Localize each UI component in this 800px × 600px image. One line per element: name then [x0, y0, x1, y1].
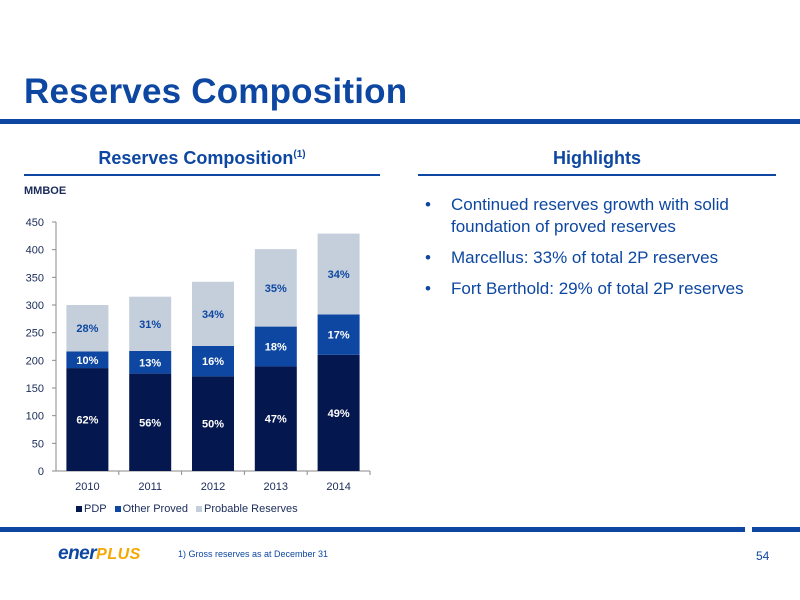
highlight-text: Fort Berthold: 29% of total 2P reserves [451, 279, 744, 298]
legend-label-probable: Probable Reserves [204, 503, 298, 515]
y-tick-label: 200 [26, 355, 44, 367]
bullet-dot: • [425, 195, 431, 214]
y-tick-label: 300 [26, 300, 44, 312]
bar-segment-pdp [129, 373, 172, 471]
logo-part-plus: PLUS [96, 546, 141, 563]
data-label-other-proved: 10% [76, 355, 98, 367]
enerplus-logo: enerPLUS [58, 543, 141, 565]
chart-legend: PDP Other Proved Probable Reserves [76, 503, 298, 515]
data-label-pdp: 47% [265, 414, 287, 426]
x-tick-label: 2014 [326, 481, 350, 493]
x-tick-label: 2013 [264, 481, 288, 493]
legend-label-pdp: PDP [84, 503, 107, 515]
y-tick-label: 350 [26, 272, 44, 284]
bullet-dot: • [425, 279, 431, 298]
bar-segment-probable [129, 296, 172, 351]
bar-segment-probable [66, 305, 109, 352]
data-label-probable: 34% [328, 269, 350, 281]
bar-segment-probable [254, 249, 297, 327]
bar-segment-other-proved [66, 351, 109, 369]
data-label-probable: 35% [265, 283, 287, 295]
data-label-pdp: 50% [202, 419, 224, 431]
highlight-item: • Continued reserves growth with solid fo… [425, 194, 775, 238]
bar-segment-probable [317, 233, 360, 315]
x-tick-label: 2010 [75, 481, 99, 493]
bar-segment-pdp [254, 366, 297, 471]
legend-swatch-pdp [76, 506, 82, 512]
y-tick-label: 400 [26, 245, 44, 257]
legend-item-other-proved: Other Proved [114, 503, 189, 515]
chart-heading-text: Reserves Composition [98, 148, 294, 168]
slide-title: Reserves Composition [24, 72, 408, 111]
legend-label-other-proved: Other Proved [122, 503, 189, 515]
x-tick-label: 2011 [138, 481, 162, 493]
data-label-other-proved: 13% [139, 357, 161, 369]
data-label-probable: 34% [202, 309, 224, 321]
y-tick-label: 0 [38, 466, 44, 478]
bar-segment-probable [192, 281, 234, 346]
chart-heading: Reserves Composition(1) [24, 148, 380, 169]
legend-swatch-probable [196, 506, 203, 512]
highlights-heading-underline [418, 174, 776, 176]
legend-item-pdp: PDP [76, 503, 107, 515]
bullet-dot: • [425, 248, 431, 267]
y-tick-label: 250 [26, 328, 44, 340]
chart-heading-footnote-ref: (1) [293, 149, 306, 160]
bar-segment-other-proved [192, 345, 234, 377]
data-label-pdp: 49% [328, 408, 350, 420]
reserves-stacked-bar-chart: 0 50 100 150 200 250 300 350 400 450 2010 2011 2012 2… [26, 217, 371, 493]
data-label-other-proved: 17% [328, 330, 350, 342]
title-divider [0, 119, 800, 124]
highlight-text: Continued reserves growth with solid fou… [451, 195, 729, 236]
legend-swatch-other-proved [114, 506, 121, 512]
y-tick-label: 100 [26, 411, 44, 423]
x-tick-label: 2012 [201, 481, 225, 493]
data-label-other-proved: 16% [202, 356, 224, 368]
bar-segment-pdp [192, 376, 234, 471]
bar-segment-other-proved [317, 314, 360, 355]
bar-segment-pdp [317, 354, 360, 471]
y-tick-label: 150 [26, 383, 44, 395]
bar-segment-pdp [66, 368, 109, 471]
data-label-pdp: 56% [139, 417, 161, 429]
chart-heading-underline [24, 174, 380, 176]
bar-segment-other-proved [129, 350, 172, 374]
highlights-heading: Highlights [553, 148, 641, 168]
data-label-other-proved: 18% [265, 342, 287, 354]
highlight-item: • Marcellus: 33% of total 2P reserves [425, 247, 775, 269]
data-label-pdp: 62% [76, 415, 98, 427]
footer-divider [0, 527, 745, 532]
logo-part-ener: ener [58, 543, 97, 564]
footer-divider-end [752, 527, 800, 532]
data-label-probable: 28% [76, 323, 98, 335]
y-tick-label: 450 [26, 217, 44, 229]
y-tick-label: 50 [32, 438, 44, 450]
bar-segment-other-proved [254, 326, 297, 367]
highlight-text: Marcellus: 33% of total 2P reserves [451, 248, 719, 267]
highlights-list: • Continued reserves growth with solid fo… [425, 194, 775, 309]
unit-label: MMBOE [24, 185, 67, 197]
legend-item-probable: Probable Reserves [196, 503, 298, 515]
footnote: 1) Gross reserves as at December 31 [178, 549, 329, 559]
data-label-probable: 31% [139, 319, 161, 331]
highlight-item: • Fort Berthold: 29% of total 2P reserves [425, 278, 775, 300]
page-number: 54 [756, 549, 770, 563]
